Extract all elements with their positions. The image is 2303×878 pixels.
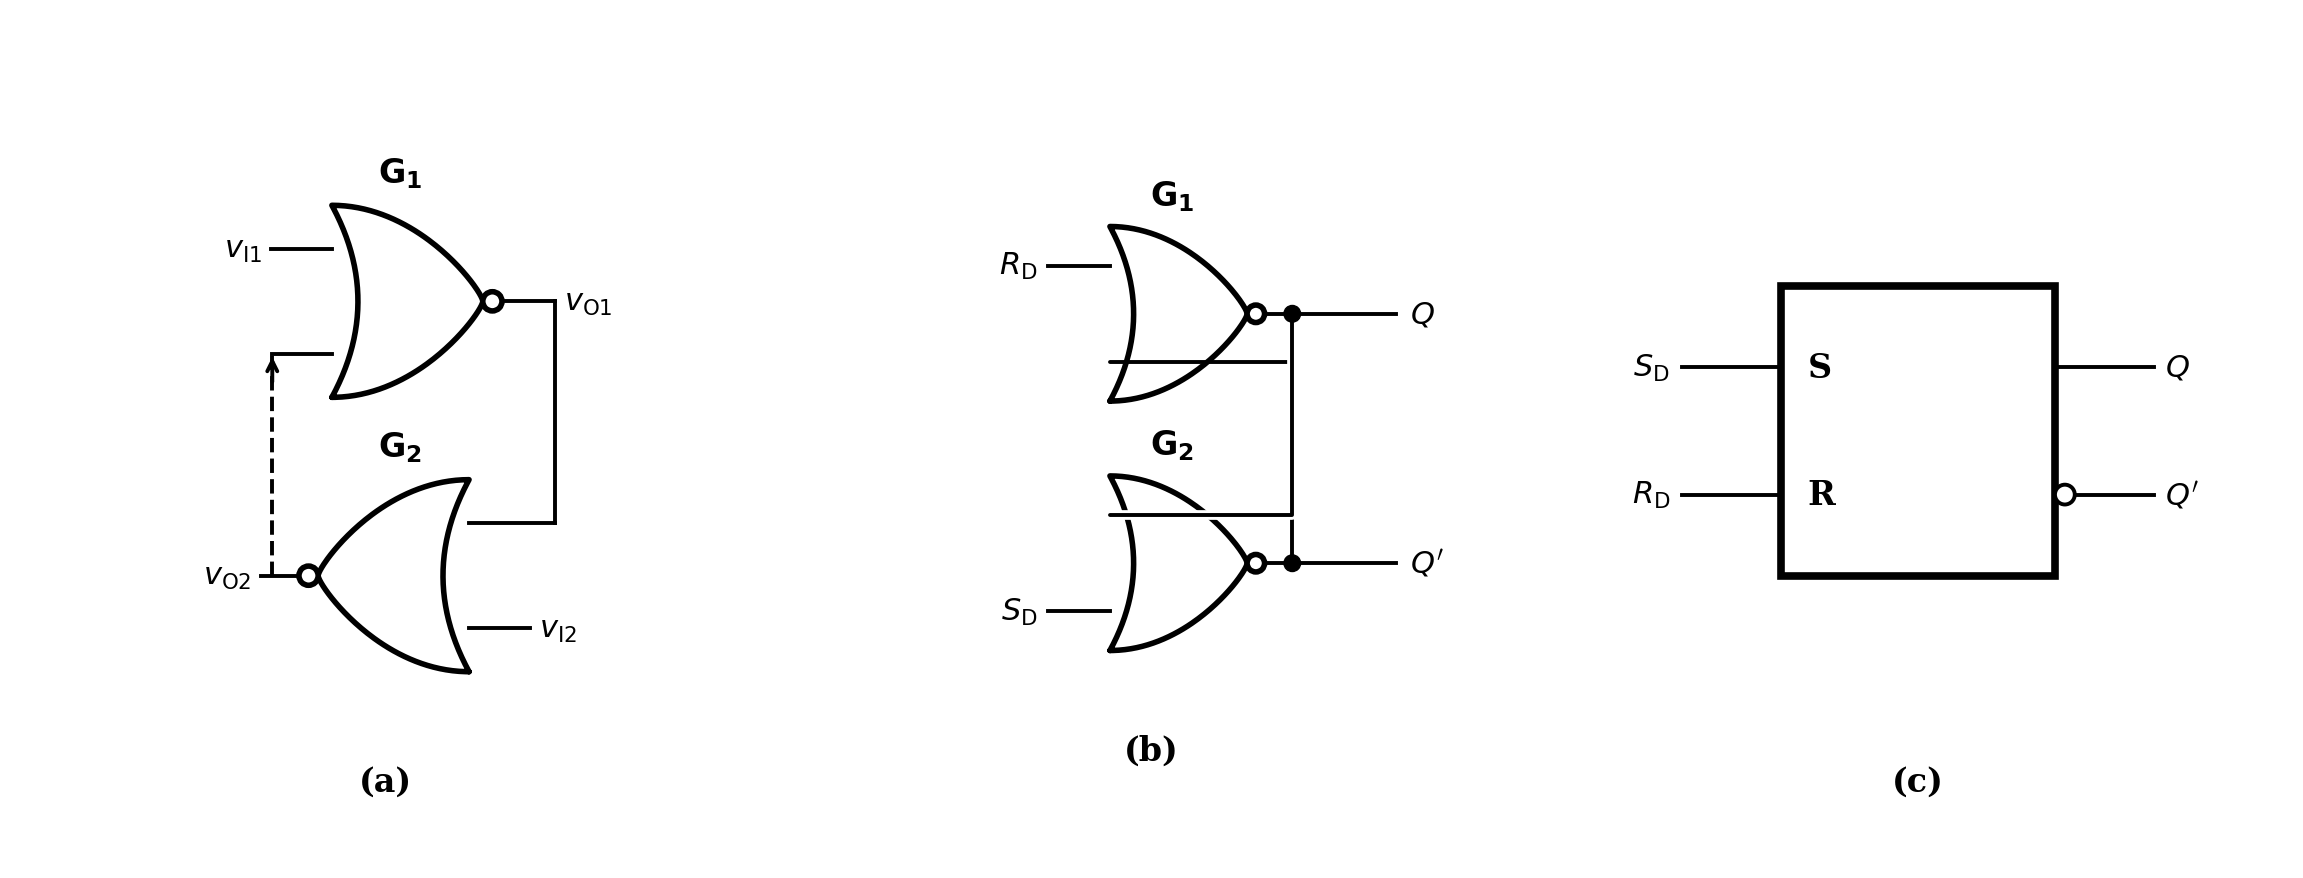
Text: $Q'$: $Q'$ bbox=[1409, 548, 1444, 579]
Text: $\mathbf{G_2}$: $\mathbf{G_2}$ bbox=[378, 430, 421, 464]
Text: $S_{\mathrm{D}}$: $S_{\mathrm{D}}$ bbox=[1633, 352, 1670, 384]
Polygon shape bbox=[1110, 477, 1248, 651]
Circle shape bbox=[1285, 306, 1301, 323]
Text: $Q$: $Q$ bbox=[2165, 352, 2190, 383]
Text: (c): (c) bbox=[1891, 765, 1944, 798]
Polygon shape bbox=[332, 206, 484, 398]
Text: $\mathbf{G_2}$: $\mathbf{G_2}$ bbox=[1149, 428, 1195, 463]
Text: $R_{\mathrm{D}}$: $R_{\mathrm{D}}$ bbox=[1000, 251, 1036, 282]
Text: $v_{\mathrm{O2}}$: $v_{\mathrm{O2}}$ bbox=[203, 560, 251, 592]
Text: $v_{\mathrm{O1}}$: $v_{\mathrm{O1}}$ bbox=[564, 286, 613, 318]
Circle shape bbox=[1285, 555, 1301, 572]
Polygon shape bbox=[1110, 227, 1248, 401]
Text: (b): (b) bbox=[1124, 734, 1179, 766]
Circle shape bbox=[299, 566, 318, 586]
Text: (a): (a) bbox=[359, 765, 412, 798]
Bar bbox=[1780, 287, 2054, 576]
Text: $v_{\mathrm{I1}}$: $v_{\mathrm{I1}}$ bbox=[223, 234, 263, 264]
Text: $\mathbf{G_1}$: $\mathbf{G_1}$ bbox=[378, 156, 424, 191]
Text: $v_{\mathrm{I2}}$: $v_{\mathrm{I2}}$ bbox=[539, 614, 578, 644]
Text: S: S bbox=[1808, 351, 1831, 385]
Text: R: R bbox=[1808, 479, 1835, 512]
Text: $S_{\mathrm{D}}$: $S_{\mathrm{D}}$ bbox=[1000, 596, 1036, 627]
Circle shape bbox=[1248, 555, 1264, 572]
Polygon shape bbox=[318, 480, 470, 672]
Text: $Q'$: $Q'$ bbox=[2165, 479, 2199, 511]
Text: $\mathbf{G_1}$: $\mathbf{G_1}$ bbox=[1149, 179, 1195, 213]
Circle shape bbox=[2054, 486, 2075, 505]
Text: $R_{\mathrm{D}}$: $R_{\mathrm{D}}$ bbox=[1631, 479, 1670, 511]
Circle shape bbox=[484, 292, 502, 312]
Circle shape bbox=[1248, 306, 1264, 323]
Text: $Q$: $Q$ bbox=[1409, 299, 1435, 330]
